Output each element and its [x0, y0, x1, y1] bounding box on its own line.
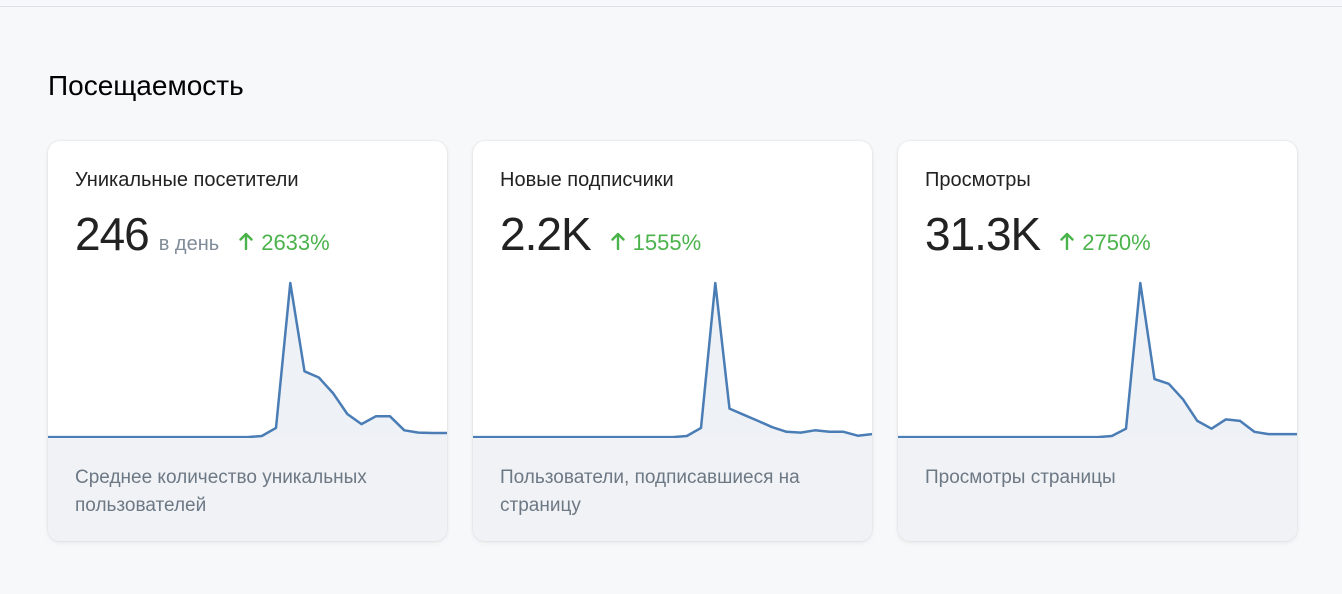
change-value: 2750%	[1082, 230, 1151, 255]
card-description: Просмотры страницы	[925, 467, 1116, 488]
card-description: Пользователи, подписавшиеся на страницу	[500, 467, 800, 516]
value-row: 2.2K 1555%	[500, 207, 701, 261]
card-footer: Просмотры страницы	[898, 438, 1297, 541]
card-title: Уникальные посетители	[75, 169, 299, 191]
sparkline-area	[898, 283, 1297, 439]
card-footer: Среднее количество уникальных пользовате…	[48, 438, 447, 541]
value-row: 246 в день 2633%	[75, 207, 330, 261]
sparkline-line	[48, 281, 447, 439]
change-value: 1555%	[632, 230, 702, 255]
stat-unit: в день	[158, 233, 220, 255]
stat-card: Новые подписчики 2.2K 1555% Пользователи, п…	[473, 141, 872, 541]
stat-card: Уникальные посетители 246 в день 2633% Средн…	[48, 141, 447, 541]
stat-card: Просмотры 31.3K 2750% Просмотры страницы	[898, 141, 1297, 541]
change-value: 2633%	[261, 230, 330, 255]
arrow-up	[239, 232, 253, 250]
card-title: Просмотры	[925, 169, 1031, 191]
sparkline	[48, 281, 447, 439]
stat-change: 2633%	[239, 230, 330, 256]
divider	[0, 6, 1342, 7]
sparkline-line	[473, 281, 872, 439]
stat-value: 31.3K	[925, 208, 1041, 260]
stat-change: 2750%	[1060, 230, 1151, 256]
section-title: Посещаемость	[48, 70, 244, 101]
card-description: Среднее количество уникальных пользовате…	[75, 467, 367, 516]
sparkline	[898, 281, 1297, 439]
sparkline-area	[473, 283, 872, 439]
stat-value: 2.2K	[500, 208, 592, 260]
sparkline	[473, 281, 872, 439]
sparkline-line	[898, 281, 1297, 439]
arrow-up-icon	[610, 232, 625, 250]
stat-value: 246	[75, 208, 150, 260]
stat-change: 1555%	[610, 230, 702, 256]
card-footer: Пользователи, подписавшиеся на страницу	[473, 438, 872, 541]
arrow-up	[1060, 232, 1074, 250]
value-row: 31.3K 2750%	[925, 207, 1151, 261]
arrow-up	[610, 232, 625, 250]
arrow-up-icon	[1060, 232, 1074, 250]
card-title: Новые подписчики	[500, 169, 674, 191]
arrow-up-icon	[239, 232, 253, 250]
